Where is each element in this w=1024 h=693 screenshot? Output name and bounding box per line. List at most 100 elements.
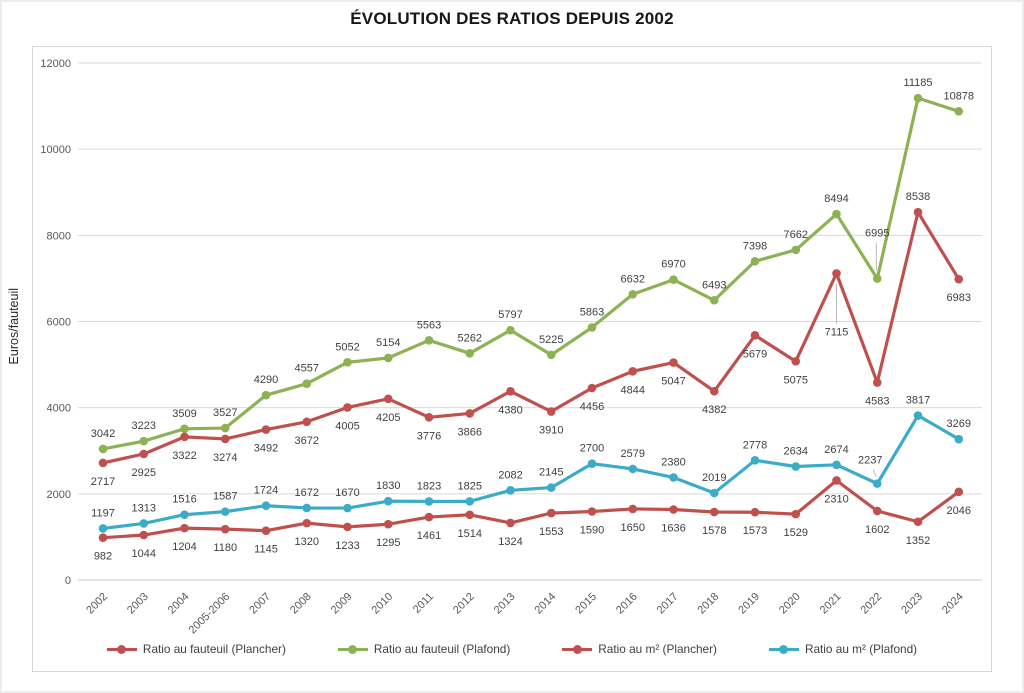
data-label: 1320 xyxy=(295,536,319,548)
data-point xyxy=(954,274,964,284)
data-label: 3274 xyxy=(213,452,237,464)
data-point xyxy=(791,357,801,366)
data-label: 1553 xyxy=(539,526,563,538)
data-point xyxy=(261,390,271,400)
data-point xyxy=(791,509,801,519)
data-label: 5563 xyxy=(417,319,441,331)
data-label: 1724 xyxy=(254,485,278,497)
data-label: 8538 xyxy=(906,191,930,203)
data-point xyxy=(872,506,882,516)
data-label: 1830 xyxy=(376,480,400,492)
data-point xyxy=(383,353,393,363)
data-label: 5797 xyxy=(498,309,522,321)
data-label: 5262 xyxy=(458,332,482,344)
data-label: 2700 xyxy=(580,443,604,455)
data-point xyxy=(139,449,149,459)
data-label: 1578 xyxy=(702,525,726,537)
legend-marker-icon xyxy=(106,644,137,654)
data-label: 7398 xyxy=(743,240,767,252)
data-point xyxy=(261,501,271,511)
data-point xyxy=(832,460,841,470)
data-point xyxy=(913,517,923,527)
data-label: 1825 xyxy=(458,480,482,492)
chart-title: ÉVOLUTION DES RATIOS DEPUIS 2002 xyxy=(350,9,674,28)
data-label: 1313 xyxy=(132,502,156,514)
x-tick-label: 2013 xyxy=(492,591,518,617)
data-label: 3817 xyxy=(906,395,930,407)
data-point xyxy=(424,413,434,422)
data-label: 4557 xyxy=(295,363,319,375)
legend-dot xyxy=(779,644,789,654)
data-point xyxy=(954,487,964,497)
data-label: 6995 xyxy=(865,228,889,240)
data-point xyxy=(220,507,230,516)
data-point xyxy=(261,425,271,434)
data-label: 4844 xyxy=(621,384,645,396)
data-label: 1352 xyxy=(906,535,930,547)
x-tick-label: 2018 xyxy=(696,591,722,617)
data-point xyxy=(587,383,597,393)
data-label: 4005 xyxy=(335,420,359,432)
data-label: 2778 xyxy=(743,439,767,451)
x-tick-label: 2005-2006 xyxy=(187,591,233,637)
data-point xyxy=(872,274,882,283)
data-point xyxy=(465,510,475,520)
legend-label: Ratio au m² (Plafond) xyxy=(804,642,918,656)
chart-frame xyxy=(32,46,992,672)
legend-dot xyxy=(348,644,358,654)
data-point xyxy=(750,331,760,340)
y-tick-label: 8000 xyxy=(47,230,71,242)
data-label: 7115 xyxy=(825,326,849,338)
data-label: 3322 xyxy=(172,450,196,462)
data-label: 4290 xyxy=(254,374,278,386)
data-point xyxy=(98,444,108,454)
data-point xyxy=(302,379,312,388)
data-point xyxy=(546,508,556,518)
data-point xyxy=(180,432,189,442)
data-point xyxy=(832,269,841,278)
data-label: 6493 xyxy=(702,279,726,291)
data-point xyxy=(302,503,312,513)
x-tick-label: 2004 xyxy=(166,591,192,617)
legend-label: Ratio au m² (Plancher) xyxy=(598,642,717,656)
data-point xyxy=(343,522,352,532)
data-label: 2046 xyxy=(947,505,971,517)
data-label: 8494 xyxy=(824,193,848,205)
data-point xyxy=(709,295,719,305)
legend-marker-icon xyxy=(337,644,368,654)
legend-item-2: Ratio au m² (Plancher) xyxy=(562,642,717,656)
data-point xyxy=(506,518,515,528)
data-label: 1197 xyxy=(91,507,115,519)
data-label: 2145 xyxy=(539,467,563,479)
data-point xyxy=(587,323,597,332)
data-point xyxy=(872,378,882,387)
data-point xyxy=(791,245,801,255)
series-line-0 xyxy=(101,210,961,465)
data-point xyxy=(302,518,312,528)
data-point xyxy=(139,530,149,540)
data-point xyxy=(750,507,760,517)
x-tick-label: 2021 xyxy=(818,591,844,617)
data-label: 2237 xyxy=(858,455,882,467)
y-tick-label: 0 xyxy=(65,575,71,587)
data-label: 2674 xyxy=(824,444,848,456)
data-label: 1145 xyxy=(254,544,278,556)
data-point xyxy=(343,403,352,412)
data-label: 6970 xyxy=(661,259,685,271)
data-point xyxy=(750,456,760,465)
data-point xyxy=(832,209,841,219)
data-label: 6632 xyxy=(621,273,645,285)
data-point xyxy=(913,411,923,420)
data-point xyxy=(424,336,434,345)
data-label: 3042 xyxy=(91,428,115,440)
data-point xyxy=(669,275,678,285)
x-tick-label: 2022 xyxy=(859,591,885,617)
data-point xyxy=(465,409,475,418)
data-point xyxy=(424,512,434,522)
x-tick-label: 2015 xyxy=(573,591,599,617)
x-tick-label: 2010 xyxy=(370,591,396,617)
data-label: 5225 xyxy=(539,334,563,346)
data-label: 6983 xyxy=(947,292,971,304)
data-label: 3527 xyxy=(213,407,237,419)
data-label: 1514 xyxy=(458,528,482,540)
